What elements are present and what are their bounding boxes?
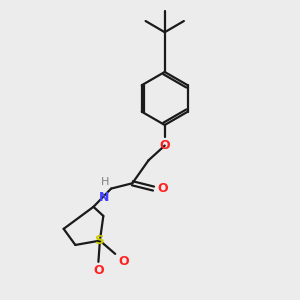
Text: S: S — [95, 234, 105, 247]
Text: O: O — [157, 182, 168, 195]
Text: O: O — [119, 255, 129, 268]
Text: N: N — [98, 191, 109, 204]
Text: H: H — [100, 177, 109, 188]
Text: O: O — [93, 264, 104, 277]
Text: O: O — [159, 139, 170, 152]
